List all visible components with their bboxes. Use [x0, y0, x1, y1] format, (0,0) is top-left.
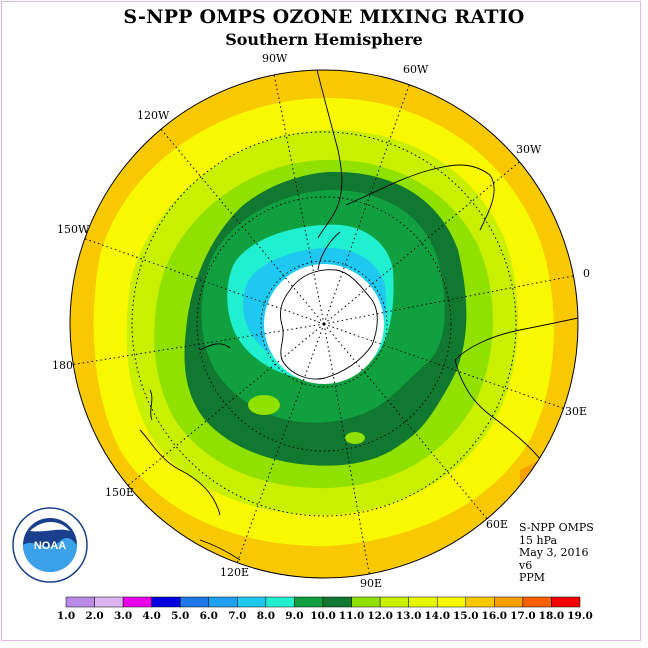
colorbar-tick-label: 14.0	[424, 610, 451, 622]
map-title: S-NPP OMPS OZONE MIXING RATIO	[123, 6, 525, 28]
colorbar-swatch	[151, 596, 181, 608]
colorbar-swatch	[179, 596, 210, 608]
colorbar-swatch	[494, 596, 524, 608]
colorbar-tick-label: 18.0	[538, 610, 565, 622]
lon-label-0: 0	[583, 267, 590, 280]
colorbar-tick-label: 11.0	[338, 610, 365, 622]
info-date: May 3, 2016	[519, 546, 589, 560]
colorbar-tick-label: 2.0	[85, 610, 104, 622]
lon-label-150e: 150E	[105, 486, 135, 499]
colorbar-swatch	[65, 596, 95, 608]
colorbar-swatch	[351, 596, 381, 608]
colorbar-swatch	[436, 596, 467, 608]
colorbar-swatch	[265, 596, 295, 608]
info-pressure-level: 15 hPa	[519, 533, 558, 547]
colorbar-tick-label: 15.0	[452, 610, 479, 622]
lon-label-30e: 30E	[565, 405, 588, 418]
colorbar-tick-label: 19.0	[567, 610, 593, 622]
colorbar-swatch	[122, 596, 152, 608]
colorbar-swatch	[208, 596, 238, 608]
info-instrument: S-NPP OMPS	[519, 521, 594, 534]
colorbar-tick-label: 10.0	[310, 610, 336, 622]
colorbar-tick-label: 17.0	[510, 610, 536, 622]
colorbar-swatch	[294, 596, 324, 608]
lon-label-90e: 90E	[360, 577, 383, 590]
lon-label-60e: 60E	[486, 518, 509, 531]
colorbar-tick-label: 8.0	[256, 610, 276, 622]
figure-border	[1, 1, 641, 641]
noaa-logo: NOAA	[12, 507, 88, 583]
lon-label-60w: 60W	[403, 63, 429, 76]
colorbar-swatch	[522, 596, 552, 608]
lon-label-30w: 30W	[516, 143, 542, 156]
info-version: v6	[519, 558, 533, 572]
graticule	[70, 70, 578, 578]
lon-label-120w: 120W	[137, 109, 170, 122]
colorbar-tick-label: 13.0	[395, 610, 422, 622]
lon-label-90w: 90W	[262, 52, 288, 65]
colorbar-tick-label: 7.0	[228, 610, 247, 622]
colorbar-tick-label: 3.0	[113, 610, 133, 622]
colorbar-tick-label: 9.0	[285, 610, 304, 622]
lon-label-150w: 150W	[57, 223, 90, 236]
colorbar-tick-label: 6.0	[199, 610, 218, 622]
colorbar-swatch	[237, 596, 267, 608]
map-subtitle: Southern Hemisphere	[225, 30, 423, 49]
colorbar-swatch	[322, 596, 352, 608]
colorbar	[65, 596, 581, 608]
colorbar-swatch	[408, 596, 438, 608]
colorbar-swatch	[551, 596, 581, 608]
colorbar-swatch	[379, 596, 409, 608]
map-boundary	[69, 69, 579, 579]
south-pole-marker	[322, 322, 326, 326]
info-units: PPM	[519, 571, 546, 585]
lon-label-120e: 120E	[220, 566, 250, 579]
lon-label-180: 180	[52, 359, 73, 372]
colorbar-swatch	[465, 596, 495, 608]
colorbar-tick-label: 5.0	[171, 610, 190, 622]
colorbar-swatch	[94, 596, 124, 608]
noaa-logo-text: NOAA	[34, 540, 66, 552]
colorbar-tick-label: 1.0	[56, 610, 76, 622]
band-12-island	[248, 395, 280, 415]
coastlines	[139, 70, 578, 561]
colorbar-tick-label: 16.0	[481, 610, 508, 622]
colorbar-tick-label: 4.0	[142, 610, 161, 622]
band-12-spot	[345, 432, 365, 444]
product-info: S-NPP OMPS 15 hPa May 3, 2016 v6 PPM	[519, 521, 594, 585]
colorbar-tick-label: 12.0	[367, 610, 393, 622]
